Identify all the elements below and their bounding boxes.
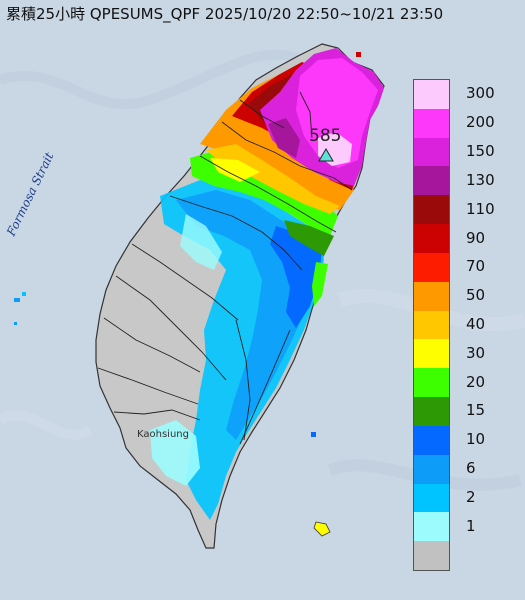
legend-label: 110 <box>466 199 495 218</box>
island-marker-w <box>14 298 20 302</box>
green-island <box>313 521 331 537</box>
legend-swatch <box>414 195 449 225</box>
legend-label: 6 <box>466 459 476 478</box>
legend-swatch <box>414 483 449 513</box>
rain-zone-15mm-dark <box>284 220 334 256</box>
legend-label: 150 <box>466 142 495 161</box>
legend-label: 1 <box>466 516 476 535</box>
legend-label: 40 <box>466 315 486 333</box>
legend-swatch <box>414 281 449 312</box>
legend-swatch <box>414 224 449 254</box>
county-borders <box>97 91 353 445</box>
rain-zone-130mm <box>268 118 300 158</box>
map-title: 累積25小時 QPESUMS_QPF 2025/10/20 22:50~10/2… <box>6 5 444 23</box>
legend-swatch <box>414 368 449 398</box>
legend-swatch <box>414 397 449 427</box>
rain-zone-west-light <box>180 214 222 270</box>
legend-swatch <box>414 137 449 167</box>
legend-swatch <box>414 252 449 283</box>
legend-label: 2 <box>466 487 476 506</box>
max-rainfall-value: 585 <box>309 126 342 146</box>
legend-label: 70 <box>466 257 486 276</box>
legend-swatch <box>414 541 449 571</box>
rain-zone-30mm <box>210 158 260 182</box>
legend-swatch <box>414 454 449 485</box>
legend-swatch <box>414 108 449 139</box>
legend-label: 90 <box>466 228 486 247</box>
island-marker-w3 <box>14 322 17 325</box>
island-marker-ne <box>356 52 361 57</box>
legend-swatch <box>414 425 449 456</box>
legend-swatch <box>414 166 449 196</box>
rain-zone-southwest-light <box>150 420 200 486</box>
legend-label: 15 <box>466 401 486 420</box>
rain-zone-200mm <box>296 58 378 168</box>
legend-label: 30 <box>466 343 486 362</box>
legend-label: 200 <box>466 113 495 132</box>
legend-label: 50 <box>466 286 486 305</box>
max-rainfall-marker-icon <box>318 148 334 162</box>
legend-label: 300 <box>466 84 495 103</box>
island-marker <box>311 432 316 437</box>
legend-label: 10 <box>466 430 486 449</box>
rain-zone-10mm <box>270 226 322 328</box>
legend-swatch <box>414 512 449 542</box>
legend-swatch <box>414 80 449 110</box>
island-marker-w2 <box>22 292 26 296</box>
legend-swatch <box>414 339 449 369</box>
legend-label: 20 <box>466 372 486 391</box>
city-label: Kaohsiung <box>137 429 189 440</box>
color-legend <box>413 79 450 571</box>
rain-zone-20mm-strip <box>312 262 328 306</box>
legend-label: 130 <box>466 170 495 189</box>
legend-swatch <box>414 310 449 340</box>
